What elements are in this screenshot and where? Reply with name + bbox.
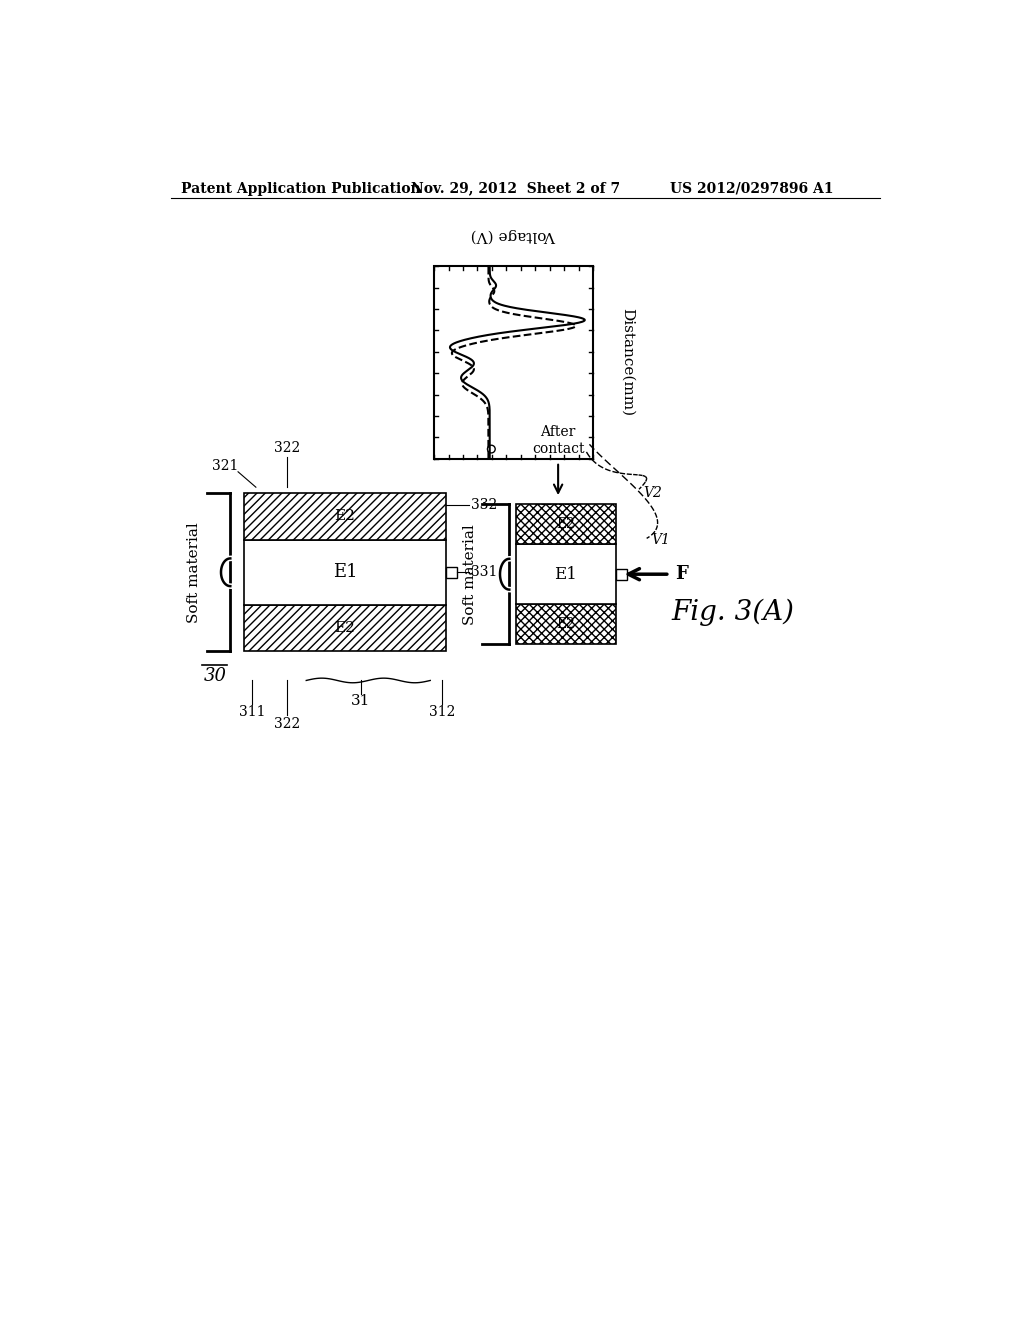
Text: Soft material: Soft material bbox=[463, 524, 477, 624]
Bar bbox=[616, 569, 627, 579]
Bar bbox=[515, 504, 616, 544]
Bar bbox=[445, 566, 457, 578]
Text: F: F bbox=[675, 565, 688, 583]
Bar bbox=[245, 605, 445, 651]
Text: 322: 322 bbox=[273, 717, 300, 731]
Text: Distance(mm): Distance(mm) bbox=[621, 309, 635, 417]
Text: 311: 311 bbox=[239, 705, 265, 719]
Bar bbox=[245, 540, 445, 605]
Bar bbox=[245, 494, 445, 540]
Text: 30: 30 bbox=[204, 667, 226, 685]
Text: 312: 312 bbox=[429, 705, 455, 719]
Text: Nov. 29, 2012  Sheet 2 of 7: Nov. 29, 2012 Sheet 2 of 7 bbox=[411, 182, 620, 195]
Text: Soft material: Soft material bbox=[186, 521, 201, 623]
Text: E2: E2 bbox=[335, 622, 355, 635]
Text: V1: V1 bbox=[651, 533, 670, 548]
Text: 322: 322 bbox=[273, 441, 300, 455]
Text: 331: 331 bbox=[471, 565, 497, 579]
Bar bbox=[515, 605, 616, 644]
Text: Patent Application Publication: Patent Application Publication bbox=[180, 182, 420, 195]
Text: 321: 321 bbox=[212, 459, 238, 474]
Text: After
contact: After contact bbox=[531, 425, 585, 455]
Text: US 2012/0297896 A1: US 2012/0297896 A1 bbox=[671, 182, 834, 195]
Text: Fig. 3(A): Fig. 3(A) bbox=[671, 599, 794, 627]
Text: E1: E1 bbox=[333, 564, 357, 581]
Text: 332: 332 bbox=[471, 498, 497, 512]
Bar bbox=[515, 544, 616, 605]
Bar bbox=[434, 267, 593, 459]
Text: E2: E2 bbox=[556, 618, 575, 631]
Text: E2: E2 bbox=[556, 517, 575, 531]
Text: Voltage (V): Voltage (V) bbox=[471, 228, 556, 243]
Text: E1: E1 bbox=[554, 566, 578, 582]
Text: 31: 31 bbox=[351, 693, 371, 708]
Text: V2: V2 bbox=[643, 486, 663, 499]
Text: E2: E2 bbox=[335, 510, 355, 524]
